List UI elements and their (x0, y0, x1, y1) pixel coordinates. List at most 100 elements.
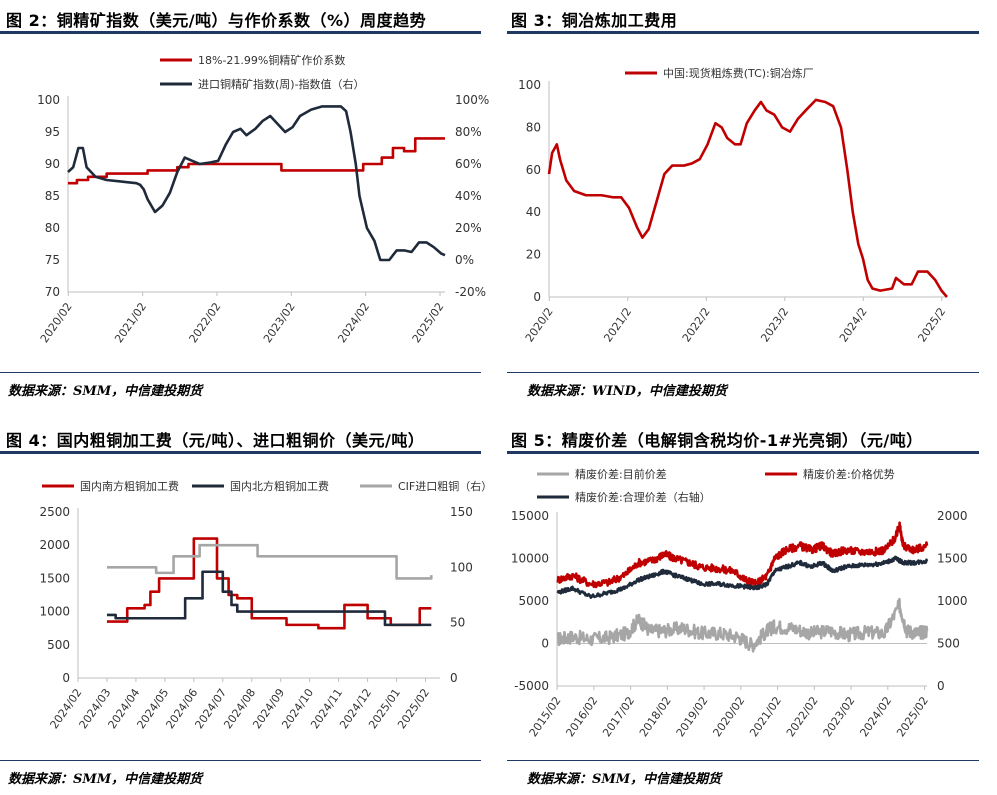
series-line (106, 543, 433, 580)
x-tick-label: 2020/02 (38, 300, 75, 345)
y2-tick-label: 1000 (937, 594, 968, 608)
legend-label: 精废价差:合理价差（右轴） (575, 490, 711, 504)
y-tick-label: 500 (47, 638, 70, 652)
x-tick-label: 2020/2 (523, 305, 556, 344)
y-tick-label: 2000 (39, 538, 70, 552)
chart-plot-p3: 250020001500100050001501005002024/022024… (39, 479, 492, 731)
x-tick-label: 2021/02 (112, 300, 149, 345)
y-tick-label: 1000 (39, 605, 70, 619)
x-tick-label: 2022/2 (680, 305, 713, 344)
y2-tick-label: 100% (455, 93, 489, 107)
y2-tick-label: -20% (455, 285, 486, 299)
y2-tick-label: 60% (455, 157, 482, 171)
y-tick-label: 15000 (511, 509, 549, 523)
y-tick-label: 95 (45, 125, 60, 139)
y2-tick-label: 0% (455, 253, 474, 267)
y-tick-label: 0 (541, 637, 549, 651)
y2-tick-label: 1500 (937, 552, 968, 566)
y-tick-label: 100 (37, 93, 60, 107)
x-tick-label: 2023/2 (758, 305, 791, 344)
y-tick-label: 85 (45, 189, 60, 203)
series-line (68, 137, 445, 185)
series-line (547, 98, 948, 298)
chart-plot-p1: 100 95 90 85 80 75 70 100% 80% 60% 40% 20% 0% -20% 202… (37, 53, 489, 345)
y-tick-label: 100 (518, 78, 541, 92)
y-tick-label: 0 (533, 290, 541, 304)
x-tick-label: 2018/02 (637, 694, 674, 739)
x-tick-label: 2021/02 (747, 694, 784, 739)
y-tick-label: 75 (45, 253, 60, 267)
legend-label: 国内北方粗铜加工费 (230, 479, 329, 493)
chart-plot-p4: 150001000050000-500020001500100050002015… (511, 467, 968, 739)
title-rule (507, 31, 979, 34)
y2-tick-label: 80% (455, 125, 482, 139)
x-tick-label: 2020/02 (710, 694, 747, 739)
source-note: 数据来源：SMM，中信建投期货 (8, 772, 203, 787)
bottom-rule (507, 372, 979, 373)
y-tick-label: 1500 (39, 571, 70, 585)
source-note: 数据来源：WIND，中信建投期货 (527, 384, 727, 399)
x-tick-label: 2024/02 (857, 694, 894, 739)
y2-tick-label: 40% (455, 189, 482, 203)
legend-label: 18%-21.99%铜精矿作价系数 (198, 53, 345, 67)
source-note: 数据来源：SMM，中信建投期货 (527, 772, 722, 787)
title-rule (0, 451, 481, 454)
y2-tick-label: 0 (937, 679, 945, 693)
y-tick-label: 0 (62, 671, 70, 685)
legend-label: CIF进口粗铜（右） (398, 479, 492, 493)
x-tick-label: 2016/02 (563, 694, 600, 739)
x-tick-label: 2025/02 (894, 694, 931, 739)
x-tick-label: 2019/02 (674, 694, 711, 739)
y-tick-label: 5000 (518, 594, 549, 608)
y-tick-label: 40 (526, 205, 541, 219)
series-line (106, 537, 432, 630)
chart-title: 图 5：精废价差（电解铜含税均价-1#光亮铜）（元/吨） (511, 431, 923, 450)
y-tick-label: 60 (526, 163, 541, 177)
bottom-rule (507, 760, 979, 761)
series-line (106, 570, 432, 627)
chart-title: 图 3：铜冶炼加工费用 (511, 11, 678, 30)
x-tick-label: 2024/2 (837, 305, 870, 344)
source-note: 数据来源：SMM，中信建投期货 (8, 384, 203, 399)
x-tick-label: 2023/02 (821, 694, 858, 739)
y2-tick-label: 500 (937, 637, 960, 651)
x-tick-label: 2017/02 (600, 694, 637, 739)
legend-label: 进口铜精矿指数(周)-指数值（右） (198, 77, 365, 91)
y-tick-label: -5000 (514, 679, 549, 693)
x-tick-label: 2024/02 (335, 300, 372, 345)
title-rule (507, 451, 979, 454)
y-tick-label: 2500 (39, 505, 70, 519)
y-tick-label: 20 (526, 248, 541, 262)
legend-label: 精废价差:价格优势 (803, 467, 895, 481)
title-rule (0, 31, 481, 34)
series-line (67, 105, 446, 262)
x-tick-label: 2023/02 (261, 300, 298, 345)
legend-label: 精废价差:目前价差 (575, 467, 667, 481)
y2-tick-label: 0 (450, 671, 458, 685)
y-tick-label: 10000 (511, 552, 549, 566)
y2-tick-label: 100 (450, 560, 473, 574)
y-tick-label: 70 (45, 285, 60, 299)
series-line (556, 521, 929, 589)
x-tick-label: 2021/2 (601, 305, 634, 344)
chart-title: 图 2：铜精矿指数（美元/吨）与作价系数（%）周度趋势 (6, 11, 427, 30)
y-tick-label: 80 (45, 221, 60, 235)
series-line (556, 597, 929, 653)
x-tick-label: 2022/02 (784, 694, 821, 739)
legend-label: 国内南方粗铜加工费 (80, 479, 179, 493)
x-tick-label: 2015/02 (527, 694, 564, 739)
y-tick-label: 90 (45, 157, 60, 171)
y2-tick-label: 20% (455, 221, 482, 235)
bottom-rule (0, 372, 481, 373)
chart-title: 图 4：国内粗铜加工费（元/吨）、进口粗铜价（美元/吨） (6, 431, 425, 450)
y2-tick-label: 2000 (937, 509, 968, 523)
bottom-rule (0, 760, 481, 761)
y-tick-label: 80 (526, 120, 541, 134)
x-tick-label: 2025/02 (410, 300, 447, 345)
legend-label: 中国:现货粗炼费(TC):铜冶炼厂 (663, 66, 814, 80)
y2-tick-label: 150 (450, 505, 473, 519)
x-tick-label: 2022/02 (187, 300, 224, 345)
x-tick-label: 2025/2 (915, 305, 948, 344)
series-line (556, 555, 929, 600)
